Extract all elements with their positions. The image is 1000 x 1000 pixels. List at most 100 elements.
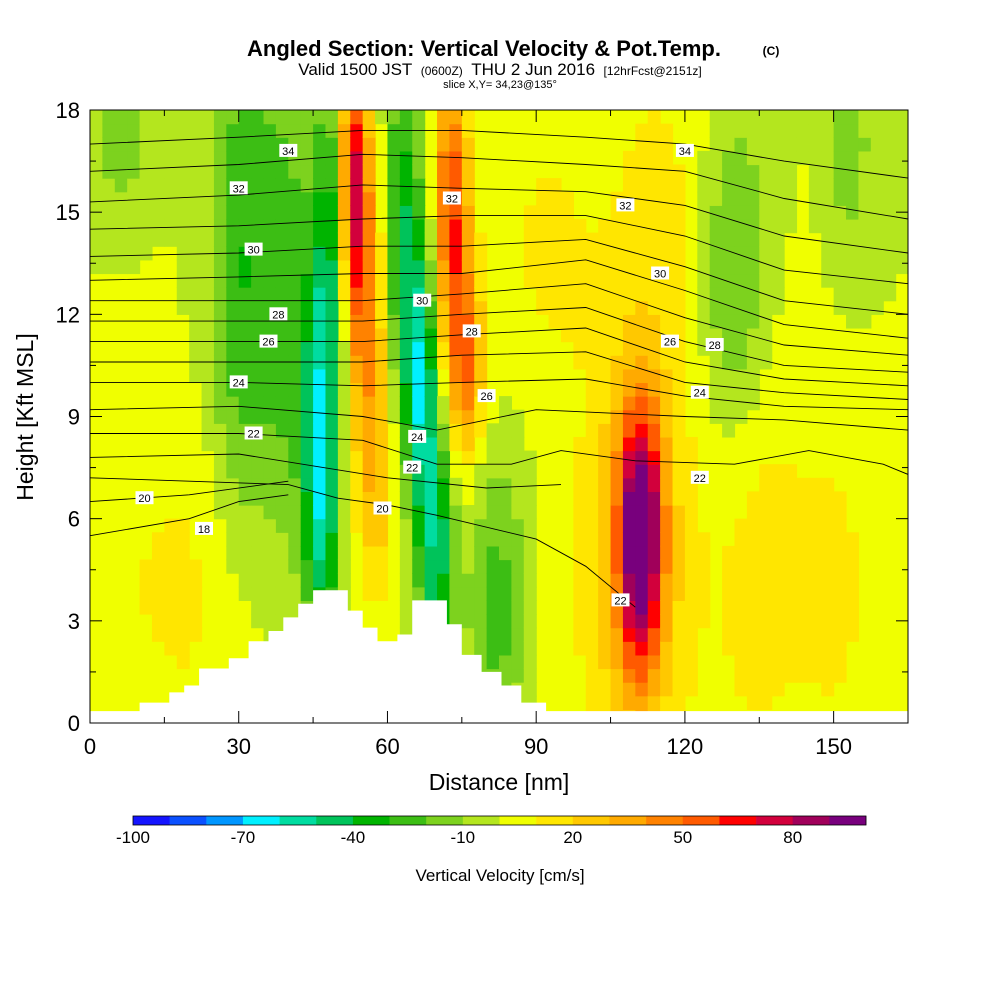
velocity-cell [746, 287, 760, 302]
x-tick-label: 0 [84, 734, 96, 759]
velocity-cell [560, 300, 574, 315]
velocity-cell [362, 573, 376, 588]
velocity-cell [226, 123, 240, 138]
velocity-cell [238, 518, 252, 533]
velocity-cell [598, 505, 612, 520]
velocity-cell [139, 137, 153, 152]
velocity-cell [313, 164, 327, 179]
velocity-cell [784, 668, 798, 683]
velocity-cell [238, 532, 252, 547]
velocity-cell [672, 668, 686, 683]
velocity-cell [399, 232, 413, 247]
velocity-cell [114, 205, 128, 220]
velocity-cell [734, 191, 748, 206]
velocity-cell [647, 123, 661, 138]
velocity-cell [523, 559, 537, 574]
velocity-cell [622, 573, 636, 588]
velocity-cell [164, 178, 178, 193]
velocity-cell [300, 464, 314, 479]
velocity-cell [573, 450, 587, 465]
velocity-cell [350, 191, 364, 206]
velocity-cell [684, 641, 698, 656]
velocity-cell [660, 668, 674, 683]
velocity-cell [449, 246, 463, 261]
velocity-cell [895, 246, 908, 261]
velocity-cell [437, 545, 451, 561]
velocity-cell [622, 327, 636, 343]
velocity-cell [598, 327, 612, 343]
velocity-cell [461, 573, 475, 588]
velocity-cell [226, 505, 240, 520]
velocity-cell [759, 137, 773, 152]
velocity-cell [102, 178, 116, 193]
velocity-cell [672, 641, 686, 656]
velocity-field [90, 110, 908, 723]
velocity-cell [300, 368, 314, 384]
velocity-cell [883, 191, 897, 206]
y-tick-label: 9 [68, 405, 80, 430]
velocity-cell [796, 505, 810, 520]
velocity-cell [325, 327, 339, 343]
velocity-cell [362, 368, 376, 384]
velocity-cell [114, 218, 128, 234]
contour-label-bg [373, 501, 392, 515]
velocity-cell [449, 341, 463, 356]
velocity-cell [238, 573, 252, 588]
contour-label-bg [690, 385, 709, 399]
velocity-cell [548, 191, 562, 206]
velocity-cell [635, 600, 649, 615]
velocity-cell [288, 477, 302, 493]
velocity-cell [759, 518, 773, 533]
velocity-cell [362, 327, 376, 343]
velocity-cell [895, 191, 908, 206]
velocity-cell [499, 436, 512, 452]
velocity-cell [399, 314, 413, 329]
velocity-cell [251, 491, 265, 506]
velocity-cell [412, 382, 426, 397]
velocity-cell [325, 137, 339, 152]
velocity-cell [622, 477, 636, 493]
colorbar-swatch [609, 816, 647, 825]
velocity-cell [684, 600, 698, 615]
velocity-cell [362, 232, 376, 247]
velocity-cell [189, 150, 203, 166]
velocity-cell [622, 409, 636, 424]
velocity-cell [499, 545, 512, 561]
velocity-cell [337, 191, 351, 206]
velocity-cell [746, 695, 760, 710]
velocity-cell [127, 259, 141, 275]
velocity-cell [684, 545, 698, 561]
velocity-cell [598, 668, 612, 683]
contour-label-bg [661, 334, 679, 348]
velocity-cell [635, 273, 649, 288]
velocity-cell [486, 586, 500, 601]
velocity-cell [598, 477, 612, 493]
velocity-cell [858, 246, 872, 261]
velocity-cell [437, 287, 451, 302]
x-tick-label: 30 [226, 734, 250, 759]
velocity-cell [523, 450, 537, 465]
velocity-cell [523, 682, 537, 697]
velocity-cell [412, 205, 426, 220]
velocity-cell [635, 137, 649, 152]
velocity-cell [672, 614, 686, 629]
velocity-cell [275, 205, 289, 220]
velocity-cell [610, 341, 624, 356]
contour-label: 22 [611, 593, 630, 607]
velocity-cell [499, 573, 512, 588]
velocity-cell [176, 287, 190, 302]
velocity-cell [238, 586, 252, 601]
velocity-cell [337, 178, 351, 193]
velocity-cell [660, 505, 674, 520]
velocity-cell [746, 641, 760, 656]
velocity-cell [350, 368, 364, 384]
velocity-cell [313, 232, 327, 247]
velocity-cell [585, 600, 599, 615]
velocity-cell [672, 532, 686, 547]
velocity-cell [808, 627, 822, 642]
velocity-cell [759, 314, 773, 329]
velocity-cell [226, 259, 240, 275]
velocity-cell [697, 205, 711, 220]
velocity-cell [622, 627, 636, 642]
velocity-cell [660, 396, 674, 411]
